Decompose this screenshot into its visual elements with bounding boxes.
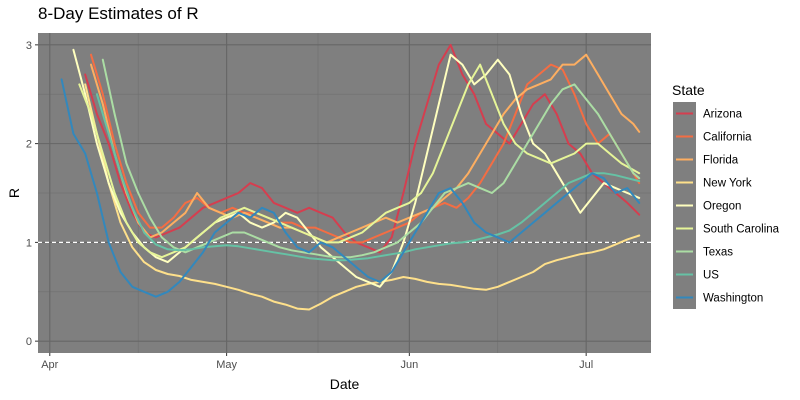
series-line-arizona xyxy=(84,43,641,254)
series-line-us xyxy=(95,93,641,262)
legend-title: State xyxy=(672,82,705,98)
x-tick-label: Jun xyxy=(400,359,418,371)
legend-label: Florida xyxy=(703,155,739,167)
x-axis-title: Date xyxy=(330,376,360,392)
legend-label: South Carolina xyxy=(703,224,780,236)
series-line-florida xyxy=(90,53,641,244)
legend-label: Washington xyxy=(703,293,763,305)
series-line-new-york xyxy=(84,83,641,311)
series-line-california xyxy=(90,53,641,244)
chart-title: 8-Day Estimates of R xyxy=(38,4,199,23)
x-tick-label: May xyxy=(216,359,237,371)
y-axis-title: R xyxy=(6,188,22,198)
legend: State Arizona California Florida New York Or… xyxy=(672,82,780,309)
series-line-oregon xyxy=(72,48,641,288)
y-tick-label: 0 xyxy=(26,336,32,348)
legend-label: California xyxy=(703,132,752,144)
legend-label: Oregon xyxy=(703,201,741,213)
series-layer xyxy=(60,43,641,311)
y-tick-label: 3 xyxy=(26,40,32,52)
axis-layer: 0 1 2 3 Apr May Jun Jul xyxy=(26,40,593,371)
y-tick-label: 2 xyxy=(26,139,32,151)
legend-label: Texas xyxy=(703,247,733,259)
legend-label: US xyxy=(703,270,719,282)
y-tick-label: 1 xyxy=(26,237,32,249)
legend-items: Arizona California Florida New York Oregon So… xyxy=(676,109,780,305)
legend-label: Arizona xyxy=(703,109,743,121)
series-line-south-carolina xyxy=(78,63,641,259)
x-tick-label: Jul xyxy=(579,359,593,371)
legend-label: New York xyxy=(703,178,752,190)
series-line-washington xyxy=(60,78,641,298)
x-tick-label: Apr xyxy=(41,359,58,371)
